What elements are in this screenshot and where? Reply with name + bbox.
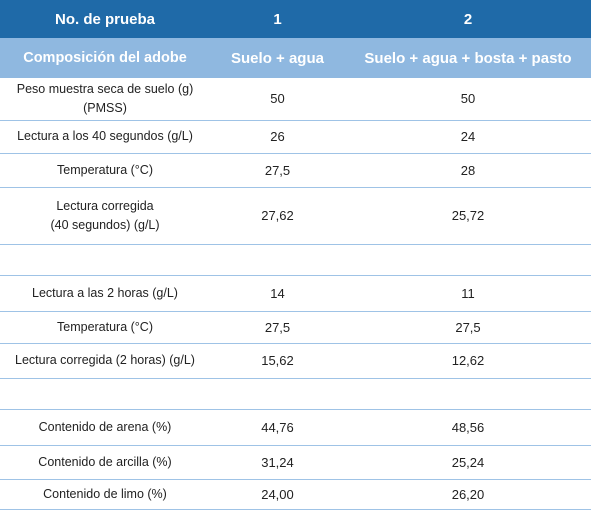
row-label: Contenido de arena (%) (0, 409, 210, 446)
table-row: Temperatura (°C) 27,5 27,5 (0, 311, 591, 344)
row-label: Temperatura (°C) (0, 311, 210, 344)
row-label: Temperatura (°C) (0, 153, 210, 188)
value-cell (345, 378, 591, 410)
value-cell: 44,76 (210, 409, 345, 446)
row-label: Lectura corregida (40 segundos) (g/L) (0, 187, 210, 245)
value-cell (210, 378, 345, 410)
table-row: Contenido de arena (%) 44,76 48,56 (0, 409, 591, 446)
value-cell: 28 (345, 153, 591, 188)
table-row: Lectura a los 40 segundos (g/L) 26 24 (0, 120, 591, 154)
table-row: Peso muestra seca de suelo (g) (PMSS) 50 … (0, 78, 591, 121)
row-label: Lectura a las 2 horas (g/L) (0, 275, 210, 312)
value-cell: 27,5 (210, 311, 345, 344)
table-row-empty (0, 244, 591, 276)
value-cell: 24,00 (210, 479, 345, 510)
value-cell: 24 (345, 120, 591, 154)
header-row-composition: Composición del adobe Suelo + agua Suelo… (0, 38, 591, 78)
value-cell: 14 (210, 275, 345, 312)
table-row: Contenido de arcilla (%) 31,24 25,24 (0, 445, 591, 480)
value-cell: 27,62 (210, 187, 345, 245)
row-label: Contenido de arcilla (%) (0, 445, 210, 480)
row-label: Lectura a los 40 segundos (g/L) (0, 120, 210, 154)
value-cell: 11 (345, 275, 591, 312)
row-label: Lectura corregida (2 horas) (g/L) (0, 343, 210, 379)
row-label: Peso muestra seca de suelo (g) (PMSS) (0, 78, 210, 121)
value-cell: 15,62 (210, 343, 345, 379)
row-label (0, 244, 210, 276)
value-cell: 50 (345, 78, 591, 121)
header-cell: Suelo + agua + bosta + pasto (345, 38, 591, 78)
table-row: Lectura corregida (2 horas) (g/L) 15,62 … (0, 343, 591, 379)
value-cell: 31,24 (210, 445, 345, 480)
value-cell (210, 244, 345, 276)
value-cell: 12,62 (345, 343, 591, 379)
table-row-empty (0, 378, 591, 410)
header-row-test-number: No. de prueba 1 2 (0, 0, 591, 38)
header-cell: 1 (210, 0, 345, 38)
table-row: Lectura a las 2 horas (g/L) 14 11 (0, 275, 591, 312)
row-label: Contenido de limo (%) (0, 479, 210, 510)
value-cell: 48,56 (345, 409, 591, 446)
value-cell: 26,20 (345, 479, 591, 510)
value-cell: 27,5 (345, 311, 591, 344)
table-row: Lectura corregida (40 segundos) (g/L) 27,… (0, 187, 591, 245)
header-cell: Suelo + agua (210, 38, 345, 78)
value-cell: 26 (210, 120, 345, 154)
header-cell: 2 (345, 0, 591, 38)
value-cell: 25,72 (345, 187, 591, 245)
table-row: Temperatura (°C) 27,5 28 (0, 153, 591, 188)
value-cell: 25,24 (345, 445, 591, 480)
value-cell: 50 (210, 78, 345, 121)
row-label (0, 378, 210, 410)
table-row: Contenido de limo (%) 24,00 26,20 (0, 479, 591, 510)
value-cell (345, 244, 591, 276)
value-cell: 27,5 (210, 153, 345, 188)
header-cell: Composición del adobe (0, 38, 210, 78)
header-cell: No. de prueba (0, 0, 210, 38)
